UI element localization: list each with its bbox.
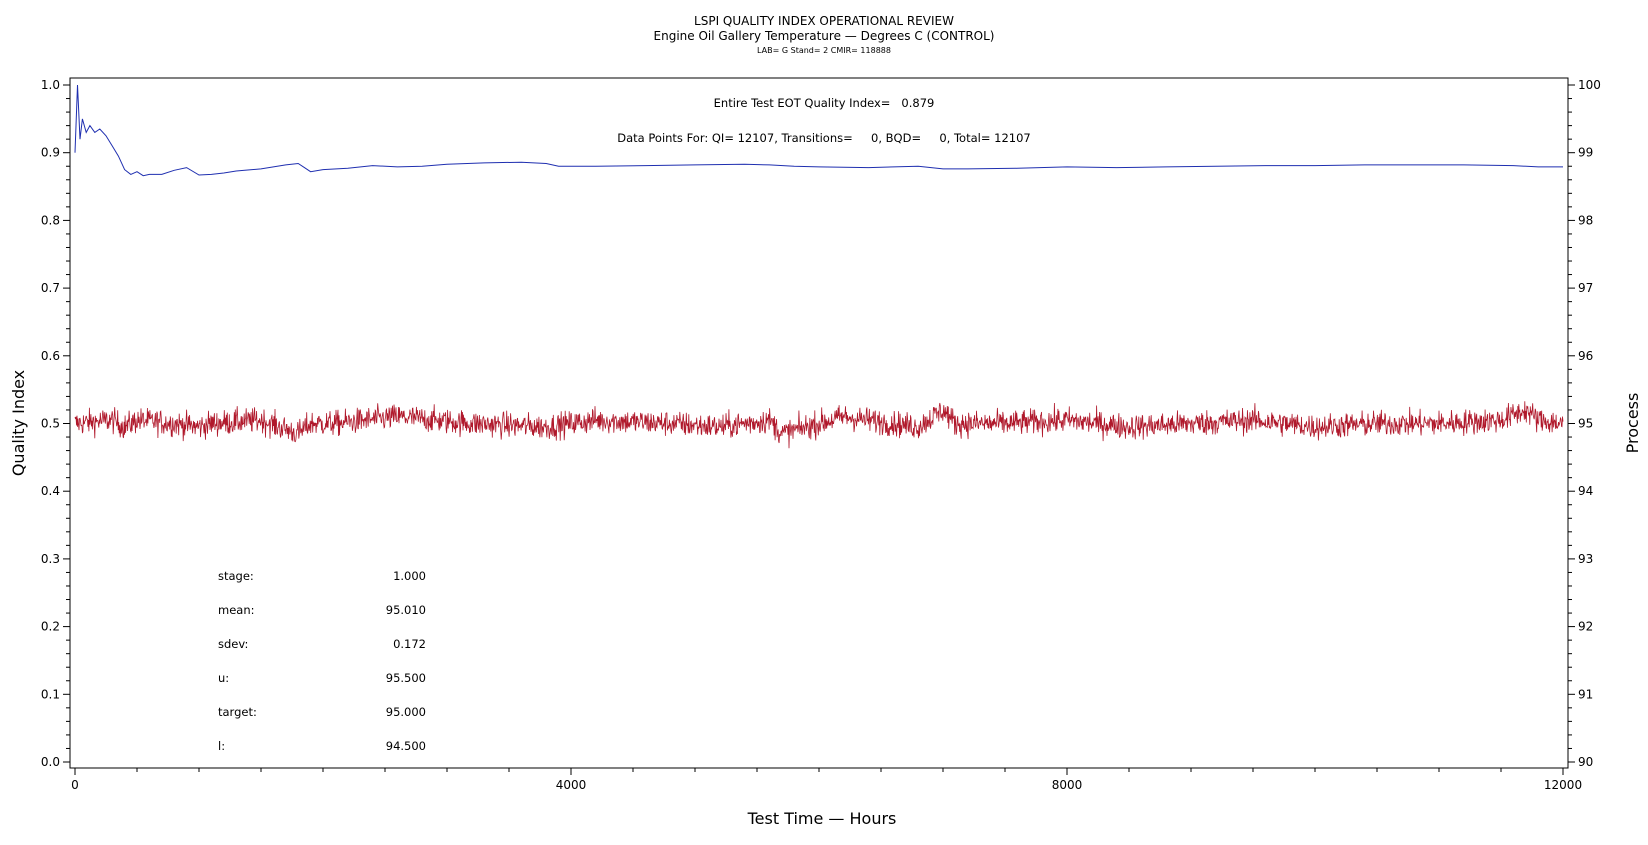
y-left-tick-label: 0.1 <box>41 687 60 701</box>
series-layer <box>74 84 1564 449</box>
y-right-tick-label: 99 <box>1578 146 1593 160</box>
stat-label: mean: <box>218 603 255 617</box>
y-left-tick-label: 0.7 <box>41 281 60 295</box>
y-left-tick-label: 0.2 <box>41 620 60 634</box>
y-right-tick-label: 93 <box>1578 552 1593 566</box>
stats-table: stage: 1.000 mean: 95.010 sdev: 0.172 u: 95.500… <box>218 569 426 753</box>
annotation-data-points: Data Points For: QI= 12107, Transitions=… <box>617 131 1030 145</box>
stat-label: stage: <box>218 569 254 583</box>
y-right-tick-label: 98 <box>1578 213 1593 227</box>
x-tick-label: 0 <box>71 778 79 792</box>
y-right-tick-label: 100 <box>1578 78 1601 92</box>
chart-subtitle: Engine Oil Gallery Temperature — Degrees… <box>654 29 995 43</box>
x-axis-label: Test Time — Hours <box>747 809 897 828</box>
y-left-tick-label: 1.0 <box>41 78 60 92</box>
x-tick-label: 4000 <box>556 778 587 792</box>
y-right-tick-label: 94 <box>1578 484 1593 498</box>
y-left-tick-label: 0.4 <box>41 484 60 498</box>
y-left-tick-label: 0.6 <box>41 349 60 363</box>
x-tick-label: 12000 <box>1544 778 1582 792</box>
y-left-tick-label: 0.9 <box>41 146 60 160</box>
y-left-tick-label: 0.3 <box>41 552 60 566</box>
x-tick-label: 8000 <box>1052 778 1083 792</box>
process-series-line <box>74 401 1564 449</box>
y-left-tick-label: 0.0 <box>41 755 60 769</box>
quality-index-series-line <box>74 84 1563 177</box>
stat-value: 95.000 <box>386 705 426 719</box>
stat-label: target: <box>218 705 257 719</box>
stat-label: u: <box>218 671 229 685</box>
y-right-tick-label: 90 <box>1578 755 1593 769</box>
y-right-tick-label: 91 <box>1578 687 1593 701</box>
y-left-tick-label: 0.8 <box>41 213 60 227</box>
y-right-tick-label: 96 <box>1578 349 1593 363</box>
y-axis-label-left: Quality Index <box>9 370 28 476</box>
chart-title: LSPI QUALITY INDEX OPERATIONAL REVIEW <box>694 14 954 28</box>
y-right-tick-label: 95 <box>1578 417 1593 431</box>
stat-value: 94.500 <box>386 739 426 753</box>
stat-value: 1.000 <box>393 569 426 583</box>
y-left-tick-label: 0.5 <box>41 417 60 431</box>
y-right-tick-label: 92 <box>1578 620 1593 634</box>
annotation-quality-index: Entire Test EOT Quality Index= 0.879 <box>714 96 935 110</box>
y-axis-label-right: Process <box>1623 393 1642 454</box>
tick-labels: 0 4000 8000 12000 0.0 0.1 0.2 0.3 0.4 0.5 0.6 0.7 0.… <box>41 78 1601 792</box>
stat-label: l: <box>218 739 225 753</box>
y-right-tick-label: 97 <box>1578 281 1593 295</box>
stat-value: 95.500 <box>386 671 426 685</box>
chart-subsubtitle: LAB= G Stand= 2 CMIR= 118888 <box>757 46 891 55</box>
stat-value: 0.172 <box>393 637 426 651</box>
tick-marks <box>63 84 1575 775</box>
stat-value: 95.010 <box>386 603 426 617</box>
stat-label: sdev: <box>218 637 248 651</box>
